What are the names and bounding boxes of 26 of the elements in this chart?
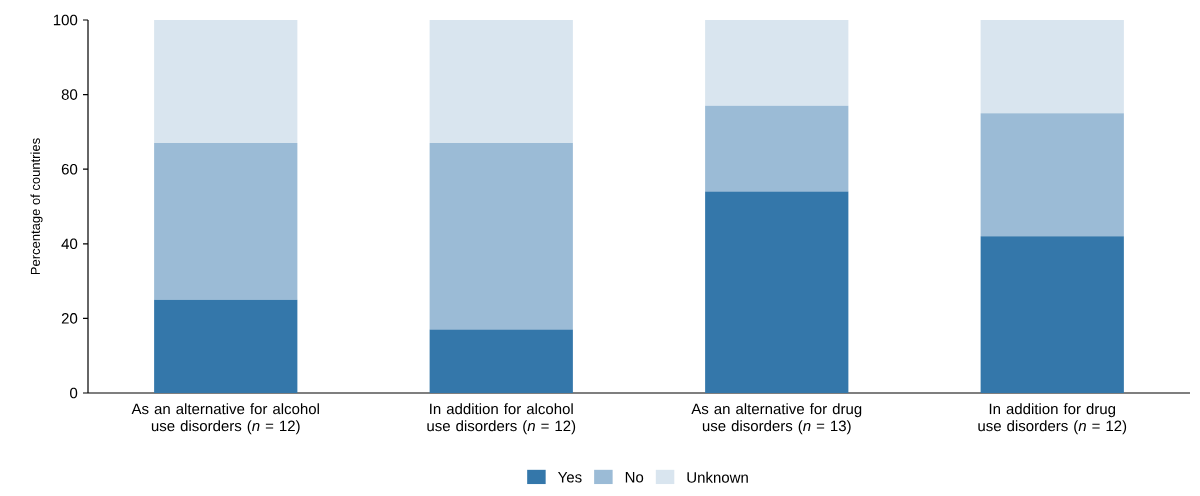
bar xyxy=(705,191,849,393)
y-tick-label: 40 xyxy=(61,238,78,250)
bar xyxy=(980,113,1124,237)
bar xyxy=(429,329,573,393)
legend-label: No xyxy=(625,472,644,483)
bar xyxy=(980,236,1124,393)
bar xyxy=(154,20,298,144)
y-tick-label: 60 xyxy=(61,163,78,175)
legend-label: Unknown xyxy=(687,471,748,483)
bar xyxy=(429,143,573,330)
bar xyxy=(429,20,573,144)
y-tick-label: 100 xyxy=(53,14,78,26)
x-tick-label: As an alternative for alcohol use disorders (n = 12) xyxy=(131,403,319,435)
bar xyxy=(154,143,298,300)
bar xyxy=(705,105,849,192)
x-tick-label: As an alternative for drug use disorders (n = 13) xyxy=(691,403,862,435)
y-axis-title: Percentage of countries xyxy=(30,138,43,275)
bar xyxy=(980,20,1124,114)
y-tick-label: 80 xyxy=(61,89,78,100)
x-tick-label: In addition for alcohol use disorders (n = 12) xyxy=(427,403,576,435)
y-tick-label: 20 xyxy=(61,313,78,324)
y-tick-label: 0 xyxy=(70,387,78,399)
x-tick-label: In addition for drug use disorders (n = 12) xyxy=(978,403,1127,435)
bar xyxy=(705,20,849,106)
legend-label: Yes xyxy=(557,472,582,483)
bar xyxy=(154,299,298,393)
